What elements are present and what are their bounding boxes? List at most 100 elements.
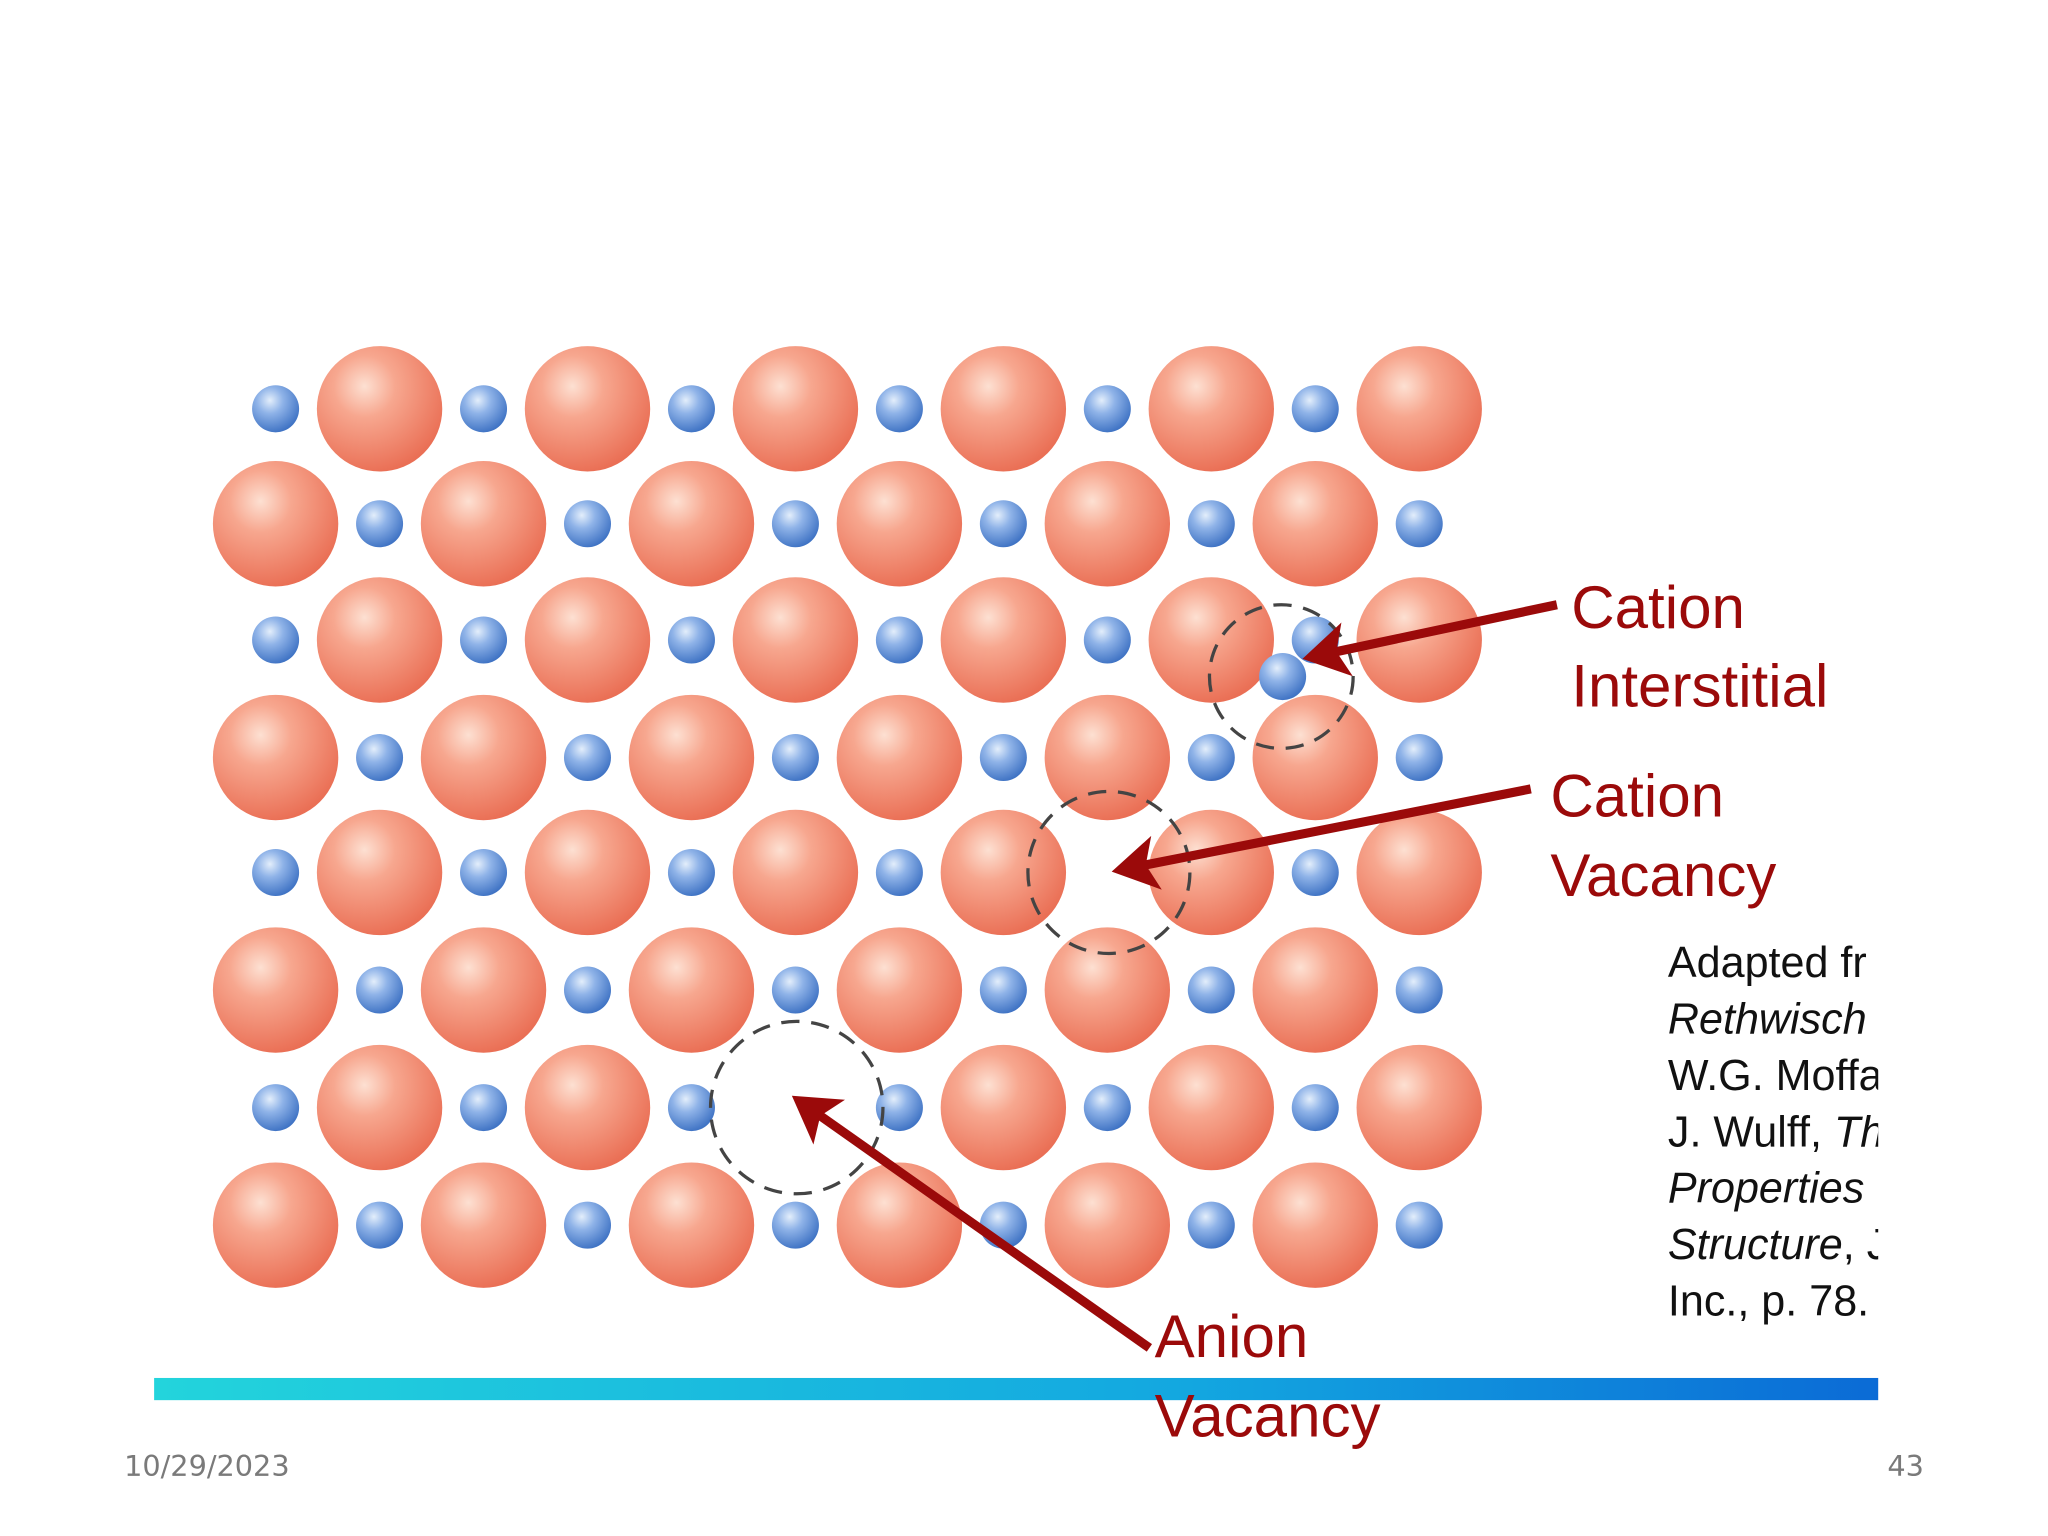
citation-text: , J [1843, 1221, 1889, 1269]
cation [356, 966, 404, 1014]
anion [628, 694, 755, 821]
anion [1252, 461, 1378, 587]
label: Cation [1571, 574, 1745, 641]
cation [875, 848, 923, 896]
cation [563, 966, 612, 1014]
anion [836, 1162, 963, 1288]
cation [1083, 616, 1131, 664]
anion [1044, 694, 1171, 821]
cation [1395, 966, 1443, 1014]
anion [316, 809, 443, 936]
cation [252, 1084, 300, 1132]
footer-date: 10/29/2023 [124, 1449, 290, 1483]
defect-markers [708, 603, 1355, 1196]
citation-line: Structure, J [1668, 1221, 1888, 1269]
anion [524, 577, 651, 703]
cation [979, 966, 1027, 1014]
label: Vacancy [1155, 1383, 1381, 1450]
cation [979, 734, 1027, 782]
cation [252, 848, 300, 896]
anion [1356, 346, 1482, 472]
citation-text: W.G. Moffa [1668, 1052, 1883, 1100]
label: Cation [1550, 762, 1724, 829]
interstitial-circle [1207, 603, 1355, 751]
cation [1187, 734, 1235, 782]
cation [1395, 1201, 1443, 1249]
anion [732, 577, 859, 703]
citation-line: Rethwisch [1668, 995, 1867, 1043]
anion [420, 694, 547, 821]
anion [836, 927, 963, 1053]
label: Vacancy [1550, 842, 1776, 909]
anion [836, 461, 963, 587]
anion [940, 809, 1067, 936]
cation [1083, 1084, 1131, 1132]
arrow [1111, 784, 1532, 890]
anion [1252, 927, 1378, 1053]
anion [316, 577, 443, 703]
cation [875, 385, 923, 433]
anion-vacancy-circle [708, 1019, 885, 1196]
lattice [212, 346, 1482, 1288]
anion [940, 577, 1067, 703]
anion [212, 1162, 339, 1288]
anion [628, 461, 755, 587]
anion [316, 346, 443, 472]
cation [460, 848, 508, 896]
accent-bar [154, 1377, 1879, 1401]
anion [420, 927, 547, 1053]
anion [732, 809, 859, 936]
citation-text: Inc., p. 78. [1668, 1278, 1869, 1326]
anion [1252, 694, 1378, 821]
citation-line: Inc., p. 78. [1668, 1278, 1869, 1326]
citation-line: J. Wulff, Th [1668, 1108, 1884, 1156]
cation [979, 500, 1027, 548]
cation [356, 500, 404, 548]
anion [628, 927, 755, 1053]
citation-text: Structure [1668, 1221, 1843, 1269]
cation [667, 616, 715, 664]
label: Interstitial [1571, 653, 1828, 720]
anion [420, 461, 547, 587]
anion [1148, 577, 1274, 703]
anion [940, 346, 1067, 472]
cation [356, 734, 404, 782]
cation [1187, 1201, 1235, 1249]
cation [1291, 385, 1339, 433]
cation [1187, 966, 1235, 1014]
cation [1291, 848, 1339, 896]
citation-line: Adapted fr [1668, 939, 1867, 987]
citation-text: Th [1834, 1108, 1884, 1156]
anion [1044, 461, 1171, 587]
anion [420, 1162, 547, 1288]
citation-text: Properties [1668, 1165, 1864, 1213]
cation [1291, 1084, 1339, 1132]
anion [1148, 1044, 1274, 1171]
anion [316, 1044, 443, 1171]
anion [1252, 1162, 1378, 1288]
anion [1356, 577, 1482, 703]
cation [460, 1084, 508, 1132]
arrows [791, 600, 1558, 1352]
citation-text: Rethwisch [1668, 995, 1867, 1043]
citation-text: J. Wulff, [1668, 1108, 1834, 1156]
cation [875, 1084, 923, 1132]
anion [1148, 346, 1274, 472]
anion [1044, 1162, 1171, 1288]
citation-line: W.G. Moffa [1668, 1052, 1883, 1100]
anion [628, 1162, 755, 1288]
cation [460, 616, 508, 664]
cation [563, 1201, 612, 1249]
anion [524, 809, 651, 936]
cation [356, 1201, 404, 1249]
anion [836, 694, 963, 821]
page-number: 43 [1887, 1449, 1924, 1483]
cation [667, 1084, 715, 1132]
anion [940, 1044, 1067, 1171]
cation [1395, 500, 1443, 548]
cation [460, 385, 508, 433]
cation [771, 966, 819, 1014]
anion [212, 694, 339, 821]
anion [732, 346, 859, 472]
